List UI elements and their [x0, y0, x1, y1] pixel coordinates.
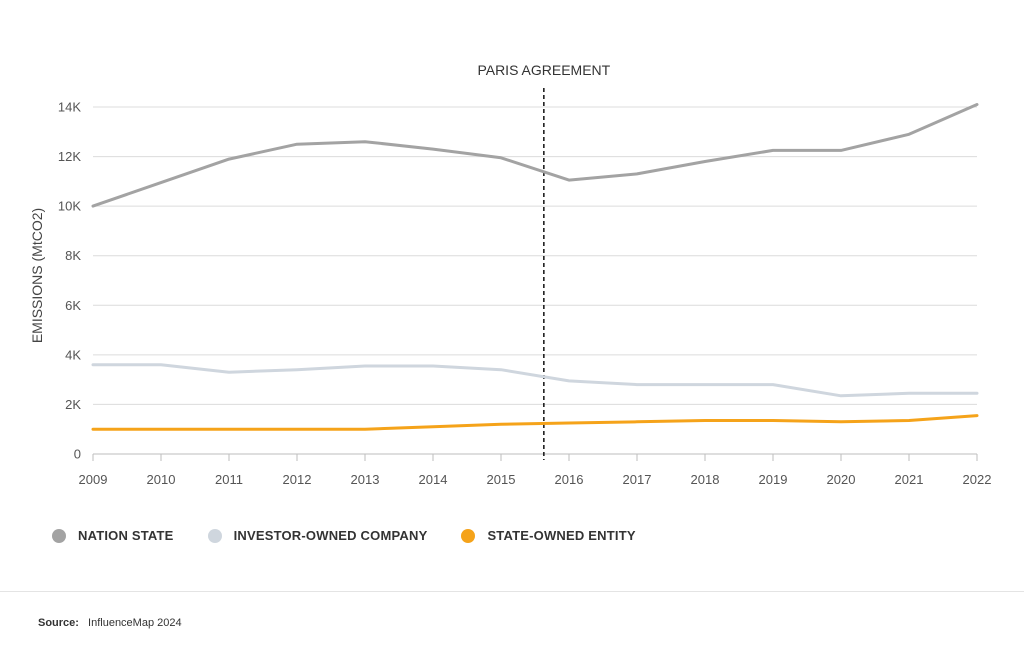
source-text: InfluenceMap 2024 — [88, 617, 182, 629]
x-tick-label: 2010 — [147, 472, 176, 487]
x-tick-label: 2015 — [487, 472, 516, 487]
y-tick-label: 8K — [65, 248, 81, 263]
x-tick-label: 2021 — [895, 472, 924, 487]
legend-dot-investor-owned-company — [207, 528, 222, 543]
legend-item-state-owned-entity: STATE-OWNED ENTITY — [461, 528, 636, 543]
legend-label-state-owned-entity: STATE-OWNED ENTITY — [487, 528, 636, 543]
chart-legend: NATION STATE INVESTOR-OWNED COMPANY STAT… — [52, 528, 670, 543]
source-label: Source: — [38, 617, 79, 629]
x-tick-label: 2022 — [963, 472, 992, 487]
y-tick-label: 12K — [58, 149, 81, 164]
source-note: Source: InfluenceMap 2024 — [38, 617, 182, 629]
y-tick-label: 10K — [58, 199, 81, 214]
legend-label-nation-state: NATION STATE — [78, 528, 174, 543]
y-tick-label: 4K — [65, 347, 81, 362]
paris-agreement-label: PARIS AGREEMENT — [477, 62, 610, 78]
emissions-line-chart: 0 2K 4K 6K 8K 10K 12K 14K 2009 2010 2011 2012 2013 20… — [29, 62, 992, 487]
x-tick-label: 2013 — [351, 472, 380, 487]
y-tick-label: 6K — [65, 298, 81, 313]
legend-label-investor-owned-company: INVESTOR-OWNED COMPANY — [233, 528, 428, 543]
y-tick-label: 0 — [74, 447, 81, 462]
x-tick-label: 2019 — [759, 472, 788, 487]
x-tick-label: 2009 — [79, 472, 108, 487]
legend-item-nation-state: NATION STATE — [52, 528, 174, 543]
series-line-state-owned-entity — [91, 414, 979, 431]
x-tick-label: 2016 — [555, 472, 584, 487]
x-tick-label: 2018 — [691, 472, 720, 487]
legend-dot-nation-state — [52, 528, 66, 543]
legend-item-investor-owned-company: INVESTOR-OWNED COMPANY — [207, 528, 428, 543]
x-tick-label: 2011 — [215, 472, 243, 487]
footer-divider — [0, 591, 1024, 592]
y-tick-label: 2K — [65, 397, 81, 412]
x-tick-label: 2017 — [623, 472, 652, 487]
x-tick-label: 2012 — [283, 472, 312, 487]
x-tick-label: 2020 — [827, 472, 856, 487]
series-line-investor-owned-company — [91, 363, 979, 398]
series-line-nation-state — [91, 103, 979, 208]
y-tick-label: 14K — [58, 100, 81, 115]
y-axis-label: EMISSIONS (MtCO2) — [29, 208, 45, 343]
legend-dot-state-owned-entity — [461, 528, 476, 543]
x-tick-label: 2014 — [419, 472, 448, 487]
